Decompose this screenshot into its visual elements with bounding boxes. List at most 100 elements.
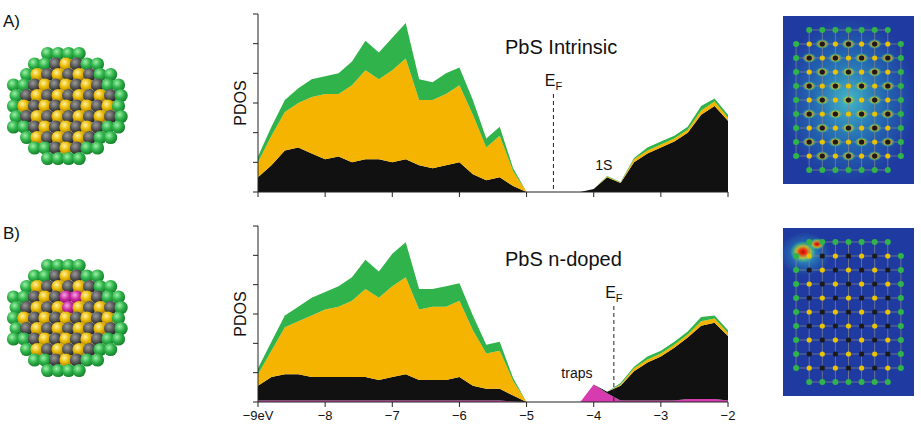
lattice-atom: [832, 27, 838, 33]
x-tick: [660, 402, 661, 407]
lattice-atom: [859, 281, 864, 286]
lattice-atom: [807, 267, 812, 272]
lattice-atom: [793, 97, 799, 103]
x-tick-label: −6: [452, 408, 467, 423]
fermi-label: EF: [545, 72, 563, 92]
lattice-atom: [885, 139, 890, 144]
lattice-atom: [820, 323, 825, 328]
lattice-atom: [807, 281, 812, 286]
lattice-atom: [898, 97, 904, 103]
lattice-atom: [806, 239, 812, 245]
lattice-atom: [872, 295, 877, 300]
lattice-atom: [793, 69, 799, 75]
lattice-atom: [807, 69, 812, 74]
lattice-atom: [859, 365, 864, 370]
lattice-atom: [885, 295, 890, 300]
lattice-atom: [885, 125, 890, 130]
x-tick-label: −8: [318, 408, 333, 423]
lattice-atom: [859, 267, 864, 272]
x-tick: [526, 192, 527, 197]
lattice-atom: [872, 153, 877, 158]
lattice-atom: [793, 281, 799, 287]
lattice-atom: [872, 97, 877, 102]
lattice-atom: [846, 379, 852, 385]
lattice-atom: [846, 281, 851, 286]
lattice-atom: [859, 41, 864, 46]
lattice-atom: [885, 351, 890, 356]
annotation: 1S: [595, 157, 612, 173]
lattice-atom: [833, 125, 838, 130]
lattice-atom: [859, 309, 864, 314]
lattice-atom: [859, 295, 864, 300]
lattice-atom: [885, 27, 891, 33]
lattice-atom: [898, 295, 904, 301]
lattice-atom: [820, 253, 825, 258]
x-tick-label: −4: [586, 408, 601, 423]
atom: [112, 120, 125, 133]
lattice-atom: [846, 69, 851, 74]
lattice-atom: [846, 83, 851, 88]
lattice-atom: [872, 41, 877, 46]
lattice-atom: [833, 323, 838, 328]
lattice-atom: [898, 83, 904, 89]
x-tick: [459, 402, 460, 407]
lattice-atom: [885, 267, 890, 272]
map-background: [783, 228, 914, 396]
lattice-atom: [806, 27, 812, 33]
atom: [104, 343, 117, 356]
lattice-atom: [807, 125, 812, 130]
lattice-atom: [885, 323, 890, 328]
lattice-atom: [807, 351, 812, 356]
lattice-atom: [807, 111, 812, 116]
lattice-atom: [833, 97, 838, 102]
lattice-atom: [872, 139, 877, 144]
lattice-atom: [859, 351, 864, 356]
lattice-atom: [898, 281, 904, 287]
lattice-atom: [820, 125, 825, 130]
lattice-atom: [859, 97, 864, 102]
lattice-atom: [793, 41, 799, 47]
lattice-atom: [846, 41, 851, 46]
x-tick: [258, 192, 259, 197]
lattice-atom: [819, 167, 825, 173]
lattice-atom: [807, 309, 812, 314]
lattice-atom: [898, 111, 904, 117]
lattice-atom: [859, 167, 865, 173]
lattice-atom: [846, 323, 851, 328]
lattice-atom: [885, 337, 890, 342]
lattice-atom: [859, 379, 865, 385]
lattice-atom: [832, 239, 838, 245]
atom: [104, 131, 117, 144]
lattice-atom: [807, 365, 812, 370]
lattice-atom: [833, 351, 838, 356]
lattice-atom: [807, 295, 812, 300]
lattice-atom: [806, 167, 812, 173]
lattice-atom: [793, 337, 799, 343]
lattice-atom: [820, 97, 825, 102]
lattice-atom: [793, 111, 799, 117]
lattice-atom: [833, 83, 838, 88]
lattice-atom: [898, 267, 904, 273]
lattice-atom: [846, 351, 851, 356]
atom: [112, 332, 125, 345]
lattice-atom: [833, 55, 838, 60]
lattice-atom: [793, 83, 799, 89]
lattice-atom: [846, 267, 851, 272]
lattice-atom: [872, 281, 877, 286]
lattice-atom: [807, 323, 812, 328]
x-tick: [593, 402, 594, 407]
lattice-atom: [793, 309, 799, 315]
lattice-atom: [793, 139, 799, 145]
lattice-atom: [846, 125, 851, 130]
lattice-atom: [820, 337, 825, 342]
lattice-atom: [885, 41, 890, 46]
lattice-atom: [833, 253, 838, 258]
lattice-atom: [833, 69, 838, 74]
lattice-atom: [807, 139, 812, 144]
y-tick: [253, 372, 258, 373]
lattice-atom: [859, 55, 864, 60]
lattice-atom: [872, 111, 877, 116]
x-tick-label: −3: [653, 408, 668, 423]
lattice-atom: [898, 309, 904, 315]
pdos-area: [258, 23, 728, 192]
